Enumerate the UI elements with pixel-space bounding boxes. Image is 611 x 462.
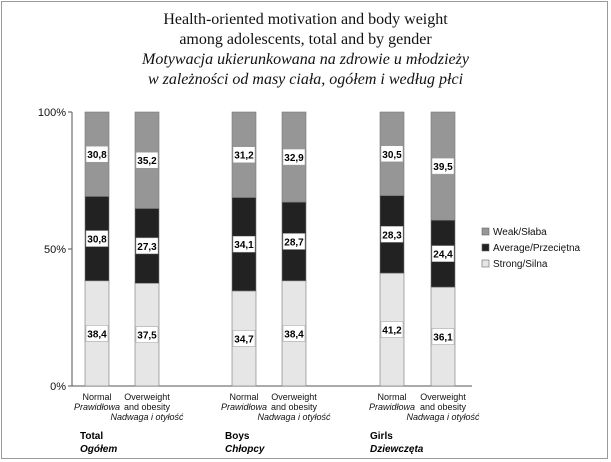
data-label: 28,7 [284, 237, 304, 248]
group-label: Girls [370, 431, 393, 442]
category-label: Overweight [420, 392, 466, 402]
category-label-pl: Prawidłowa [369, 402, 415, 412]
legend-label: Weak/Słaba [493, 227, 547, 238]
data-label: 38,4 [87, 329, 107, 340]
legend-label: Strong/Silna [493, 259, 548, 270]
data-label-box [282, 148, 306, 166]
category-label: and obesity [271, 402, 318, 412]
category-label-pl: Nadwaga i otyłość [406, 412, 480, 422]
data-label-box [85, 325, 109, 342]
legend-swatch [481, 243, 490, 252]
data-label: 30,8 [87, 235, 107, 246]
data-label: 34,1 [234, 240, 254, 251]
group-label-pl: Chłopcy [225, 444, 265, 455]
category-label: and obesity [420, 402, 467, 412]
data-label-box [85, 230, 109, 247]
data-label: 38,4 [284, 329, 304, 340]
data-label-box [431, 157, 455, 175]
data-label: 31,2 [234, 151, 254, 162]
data-label-box [135, 237, 159, 255]
data-label: 36,1 [433, 333, 453, 344]
data-label-box [232, 146, 256, 163]
category-label-pl: Nadwaga i otyłość [110, 412, 184, 422]
data-label-box [135, 151, 159, 169]
chart-subtitle-line-1: Motywacja ukierunkowana na zdrowie u mło… [142, 51, 469, 68]
y-tick-label: 0% [50, 381, 66, 393]
category-label: Normal [229, 392, 258, 402]
category-label: and obesity [124, 402, 171, 412]
data-label-box [431, 328, 455, 345]
data-label: 24,4 [433, 250, 453, 261]
y-tick-label: 100% [38, 107, 66, 119]
category-label-pl: Prawidłowa [221, 402, 267, 412]
chart-title-line-1: Health-oriented motivation and body weig… [163, 11, 448, 28]
category-label: Overweight [124, 392, 170, 402]
data-label: 30,8 [87, 150, 107, 161]
category-label-pl: Prawidłowa [74, 402, 120, 412]
y-tick-label: 50% [44, 244, 66, 256]
data-label-box [85, 145, 109, 163]
data-label-box [380, 321, 404, 338]
data-label-box [380, 226, 404, 243]
data-label-box [232, 235, 256, 253]
data-label-box [232, 330, 256, 347]
data-label-box [282, 325, 306, 342]
data-label: 30,5 [382, 150, 402, 161]
data-label-box [431, 245, 455, 262]
data-label: 39,5 [433, 162, 453, 173]
group-label: Boys [225, 431, 250, 442]
data-label: 34,7 [234, 334, 254, 345]
chart-subtitle-line-2: w zależności od masy ciała, ogółem i wed… [147, 71, 464, 88]
group-label: Total [80, 431, 103, 442]
category-label: Normal [82, 392, 111, 402]
group-label-pl: Dziewczęta [370, 444, 424, 455]
data-label: 41,2 [382, 326, 402, 337]
legend-swatch [481, 259, 490, 268]
data-label: 28,3 [382, 230, 402, 241]
data-label: 35,2 [137, 156, 157, 167]
legend-label: Average/Przeciętna [493, 243, 581, 254]
data-label-box [135, 326, 159, 343]
data-label: 32,9 [284, 153, 304, 164]
group-label-pl: Ogółem [80, 444, 117, 455]
data-label: 27,3 [137, 242, 157, 253]
data-label: 37,5 [137, 331, 157, 342]
data-label-box [380, 145, 404, 163]
data-label-box [282, 233, 306, 250]
category-label: Normal [377, 392, 406, 402]
category-label: Overweight [271, 392, 317, 402]
category-label-pl: Nadwaga i otyłość [257, 412, 331, 422]
chart-title-line-2: among adolescents, total and by gender [179, 31, 432, 48]
legend-swatch [481, 227, 490, 236]
